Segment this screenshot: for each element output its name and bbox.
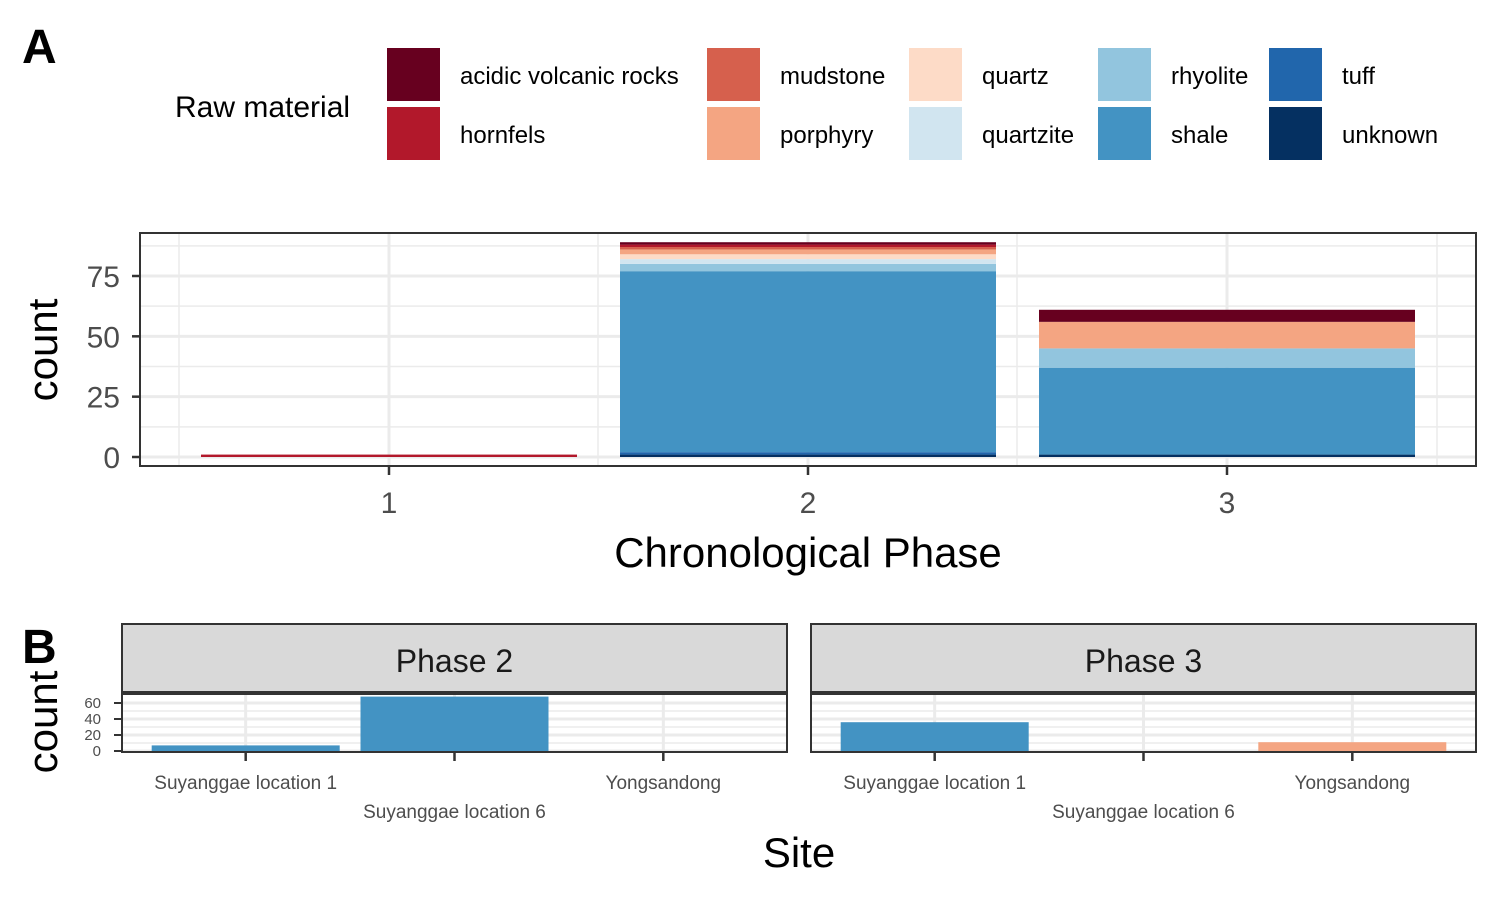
bar-segment: [201, 454, 577, 457]
x-tick-label: Suyanggae location 6: [363, 802, 546, 823]
bar-segment: [620, 247, 996, 250]
legend-label: unknown: [1342, 122, 1438, 149]
x-tick-label: 1: [381, 487, 398, 520]
legend: Raw material acidic volcanic rocks hornfe…: [175, 48, 1438, 160]
legend-label: hornfels: [460, 122, 545, 149]
x-axis-title: Chronological Phase: [614, 529, 1002, 576]
bar-segment: [620, 452, 996, 455]
facet-strip: [121, 623, 788, 693]
facet-label: Phase 3: [1085, 643, 1202, 679]
bar-segment: [620, 259, 996, 264]
facet-label: Phase 2: [396, 643, 513, 679]
facet-strip: [810, 623, 1477, 693]
legend-key: [707, 107, 760, 160]
y-tick-label: 25: [87, 382, 120, 415]
legend-label: acidic volcanic rocks: [460, 63, 679, 90]
legend-key: [1098, 48, 1151, 101]
legend-label: porphyry: [780, 122, 873, 149]
bar-segment: [1039, 348, 1415, 368]
legend-label: quartzite: [982, 122, 1074, 149]
y-tick-label: 75: [87, 261, 120, 294]
bar: [360, 696, 549, 751]
bar: [1258, 742, 1447, 751]
bar: [840, 722, 1029, 751]
legend-label: rhyolite: [1171, 63, 1248, 90]
bar-segment: [1039, 454, 1415, 457]
legend-key: [1098, 107, 1151, 160]
legend-label: mudstone: [780, 63, 885, 90]
y-tick-label: 0: [93, 743, 101, 760]
legend-label: shale: [1171, 122, 1228, 149]
y-tick-label: 0: [103, 442, 120, 475]
legend-title: Raw material: [175, 91, 350, 124]
legend-key: [1269, 107, 1322, 160]
chart-a: 0 25 50 75 1 2 3 Chronological Phase count: [19, 232, 1477, 576]
x-axis-title: Site: [763, 829, 835, 876]
panel-label-b: B: [22, 621, 57, 674]
bar-segment: [620, 271, 996, 453]
legend-key: [707, 48, 760, 101]
bar-segment: [620, 242, 996, 245]
x-tick-label: Yongsandong: [1295, 773, 1411, 794]
legend-label: quartz: [982, 63, 1049, 90]
x-tick-label: Suyanggae location 1: [843, 773, 1026, 794]
x-tick-label: Suyanggae location 6: [1052, 802, 1235, 823]
x-tick-label: 3: [1219, 487, 1236, 520]
y-tick-label: 60: [84, 695, 101, 712]
x-tick-label: Suyanggae location 1: [154, 773, 337, 794]
legend-key: [909, 107, 962, 160]
x-tick-label: 2: [800, 487, 817, 520]
panel-label-a: A: [22, 21, 57, 74]
bar-segment: [1039, 309, 1415, 322]
y-tick-label: 20: [84, 727, 101, 744]
chart-b: Phase 2 Suyanggae location 1 Suyanggae loc…: [19, 623, 1477, 876]
bar-segment: [1039, 367, 1415, 455]
y-tick-label: 40: [84, 711, 101, 728]
bar-segment: [620, 244, 996, 248]
legend-key: [1269, 48, 1322, 101]
legend-key: [387, 107, 440, 160]
y-axis-title: count: [19, 298, 66, 401]
bar-segment: [620, 454, 996, 457]
legend-key: [909, 48, 962, 101]
legend-key: [387, 48, 440, 101]
x-tick-label: Yongsandong: [606, 773, 722, 794]
bar-segment: [620, 263, 996, 272]
y-tick-label: 50: [87, 321, 120, 354]
y-axis-title: count: [19, 670, 66, 773]
legend-label: tuff: [1342, 63, 1375, 90]
bar-segment: [1039, 321, 1415, 349]
bar-segment: [620, 254, 996, 260]
bar-segment: [620, 249, 996, 255]
bar: [151, 745, 340, 751]
